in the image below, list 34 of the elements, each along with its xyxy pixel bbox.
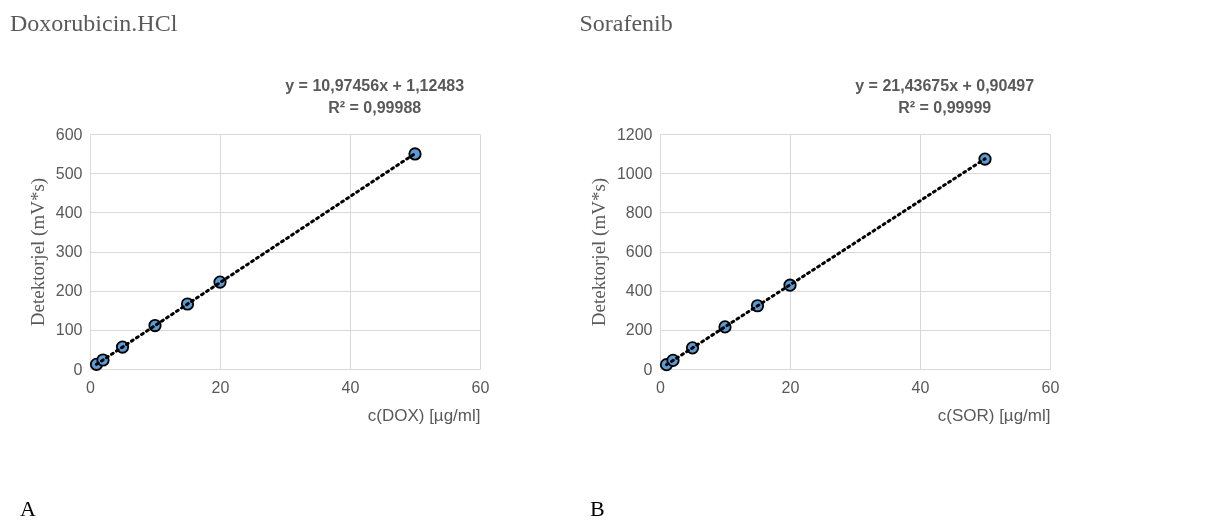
text: y = 21,43675x + 0,90497: [855, 77, 1035, 94]
chart-title: Sorafenib: [579, 10, 673, 36]
chart-title: Doxorubicin.HCl: [10, 10, 178, 36]
y-tick-label: 500: [55, 164, 83, 182]
y-tick-label: 200: [625, 321, 653, 339]
y-tick-label: 600: [625, 243, 653, 260]
y-tick-label: 100: [55, 321, 83, 339]
x-tick-label: 60: [1041, 378, 1060, 396]
text: y = 10,97456x + 1,12483: [285, 77, 465, 94]
y-tick-label: 1000: [616, 164, 653, 182]
text: R² = 0,99988: [328, 99, 422, 116]
x-tick-label: 0: [656, 378, 666, 396]
y-axis-title: Detektorjel (mV*s): [587, 177, 610, 327]
x-tick-label: 40: [911, 378, 930, 396]
y-tick-label: 400: [55, 203, 83, 221]
y-tick-label: 1200: [616, 125, 653, 143]
y-tick-label: 200: [55, 282, 83, 300]
text: R² = 0,99999: [898, 99, 992, 116]
y-tick-label: 300: [55, 243, 83, 260]
x-tick-label: 20: [781, 378, 800, 396]
x-tick-label: 20: [211, 378, 230, 396]
x-tick-label: 60: [471, 378, 490, 396]
y-axis-title: Detektorjel (mV*s): [26, 177, 49, 327]
y-tick-label: 600: [55, 125, 83, 143]
text: A: [20, 496, 36, 521]
y-tick-label: 800: [625, 203, 653, 221]
x-tick-label: 0: [86, 378, 96, 396]
y-tick-label: 0: [643, 360, 653, 378]
x-axis-title: c(DOX) [µg/ml]: [367, 405, 481, 425]
x-axis-title: c(SOR) [µg/ml]: [937, 405, 1051, 425]
x-tick-label: 40: [341, 378, 360, 396]
y-tick-label: 400: [625, 282, 653, 300]
y-tick-label: 0: [73, 360, 83, 378]
text: B: [590, 496, 605, 521]
